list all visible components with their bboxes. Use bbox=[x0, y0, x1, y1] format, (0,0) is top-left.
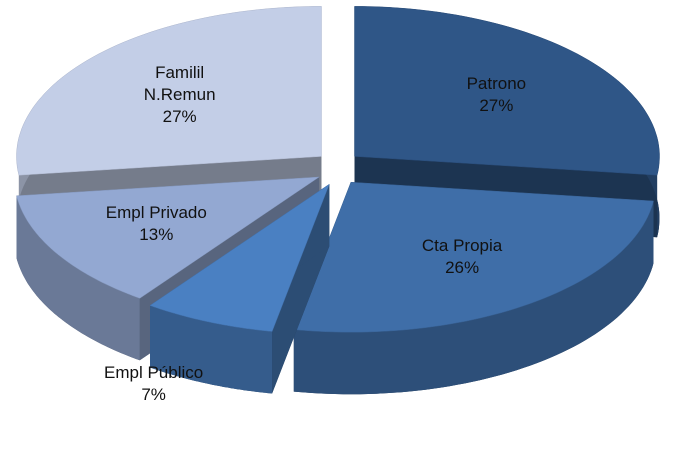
value-label: 26% bbox=[445, 258, 480, 278]
value-label: 13% bbox=[139, 225, 174, 245]
slice-top bbox=[354, 6, 660, 176]
data-label: Patrono 27% bbox=[436, 73, 556, 117]
value-label: 27% bbox=[162, 106, 197, 126]
category-label: Cta Propia bbox=[421, 236, 503, 256]
slice-side bbox=[293, 201, 654, 395]
value-label: 7% bbox=[141, 384, 166, 404]
slice-top bbox=[16, 6, 322, 176]
slice bbox=[293, 181, 654, 395]
slice bbox=[149, 183, 330, 394]
data-label: Empl Privado 13% bbox=[96, 202, 216, 246]
slice-top bbox=[293, 181, 654, 333]
value-label: 27% bbox=[479, 95, 514, 115]
slice-top bbox=[16, 176, 320, 299]
data-label: Familil N.Remun 27% bbox=[120, 62, 240, 128]
data-label: Cta Propia 26% bbox=[402, 235, 522, 279]
category-label: Patrono bbox=[466, 73, 527, 93]
data-label: Empl Público 7% bbox=[94, 362, 214, 406]
category-label: Empl Privado bbox=[105, 203, 207, 223]
category-label: Empl Público bbox=[104, 362, 204, 382]
slice-side bbox=[150, 305, 273, 394]
category-label: Familil N.Remun bbox=[143, 62, 216, 104]
slice-top bbox=[149, 183, 330, 332]
slice-side bbox=[16, 195, 140, 361]
